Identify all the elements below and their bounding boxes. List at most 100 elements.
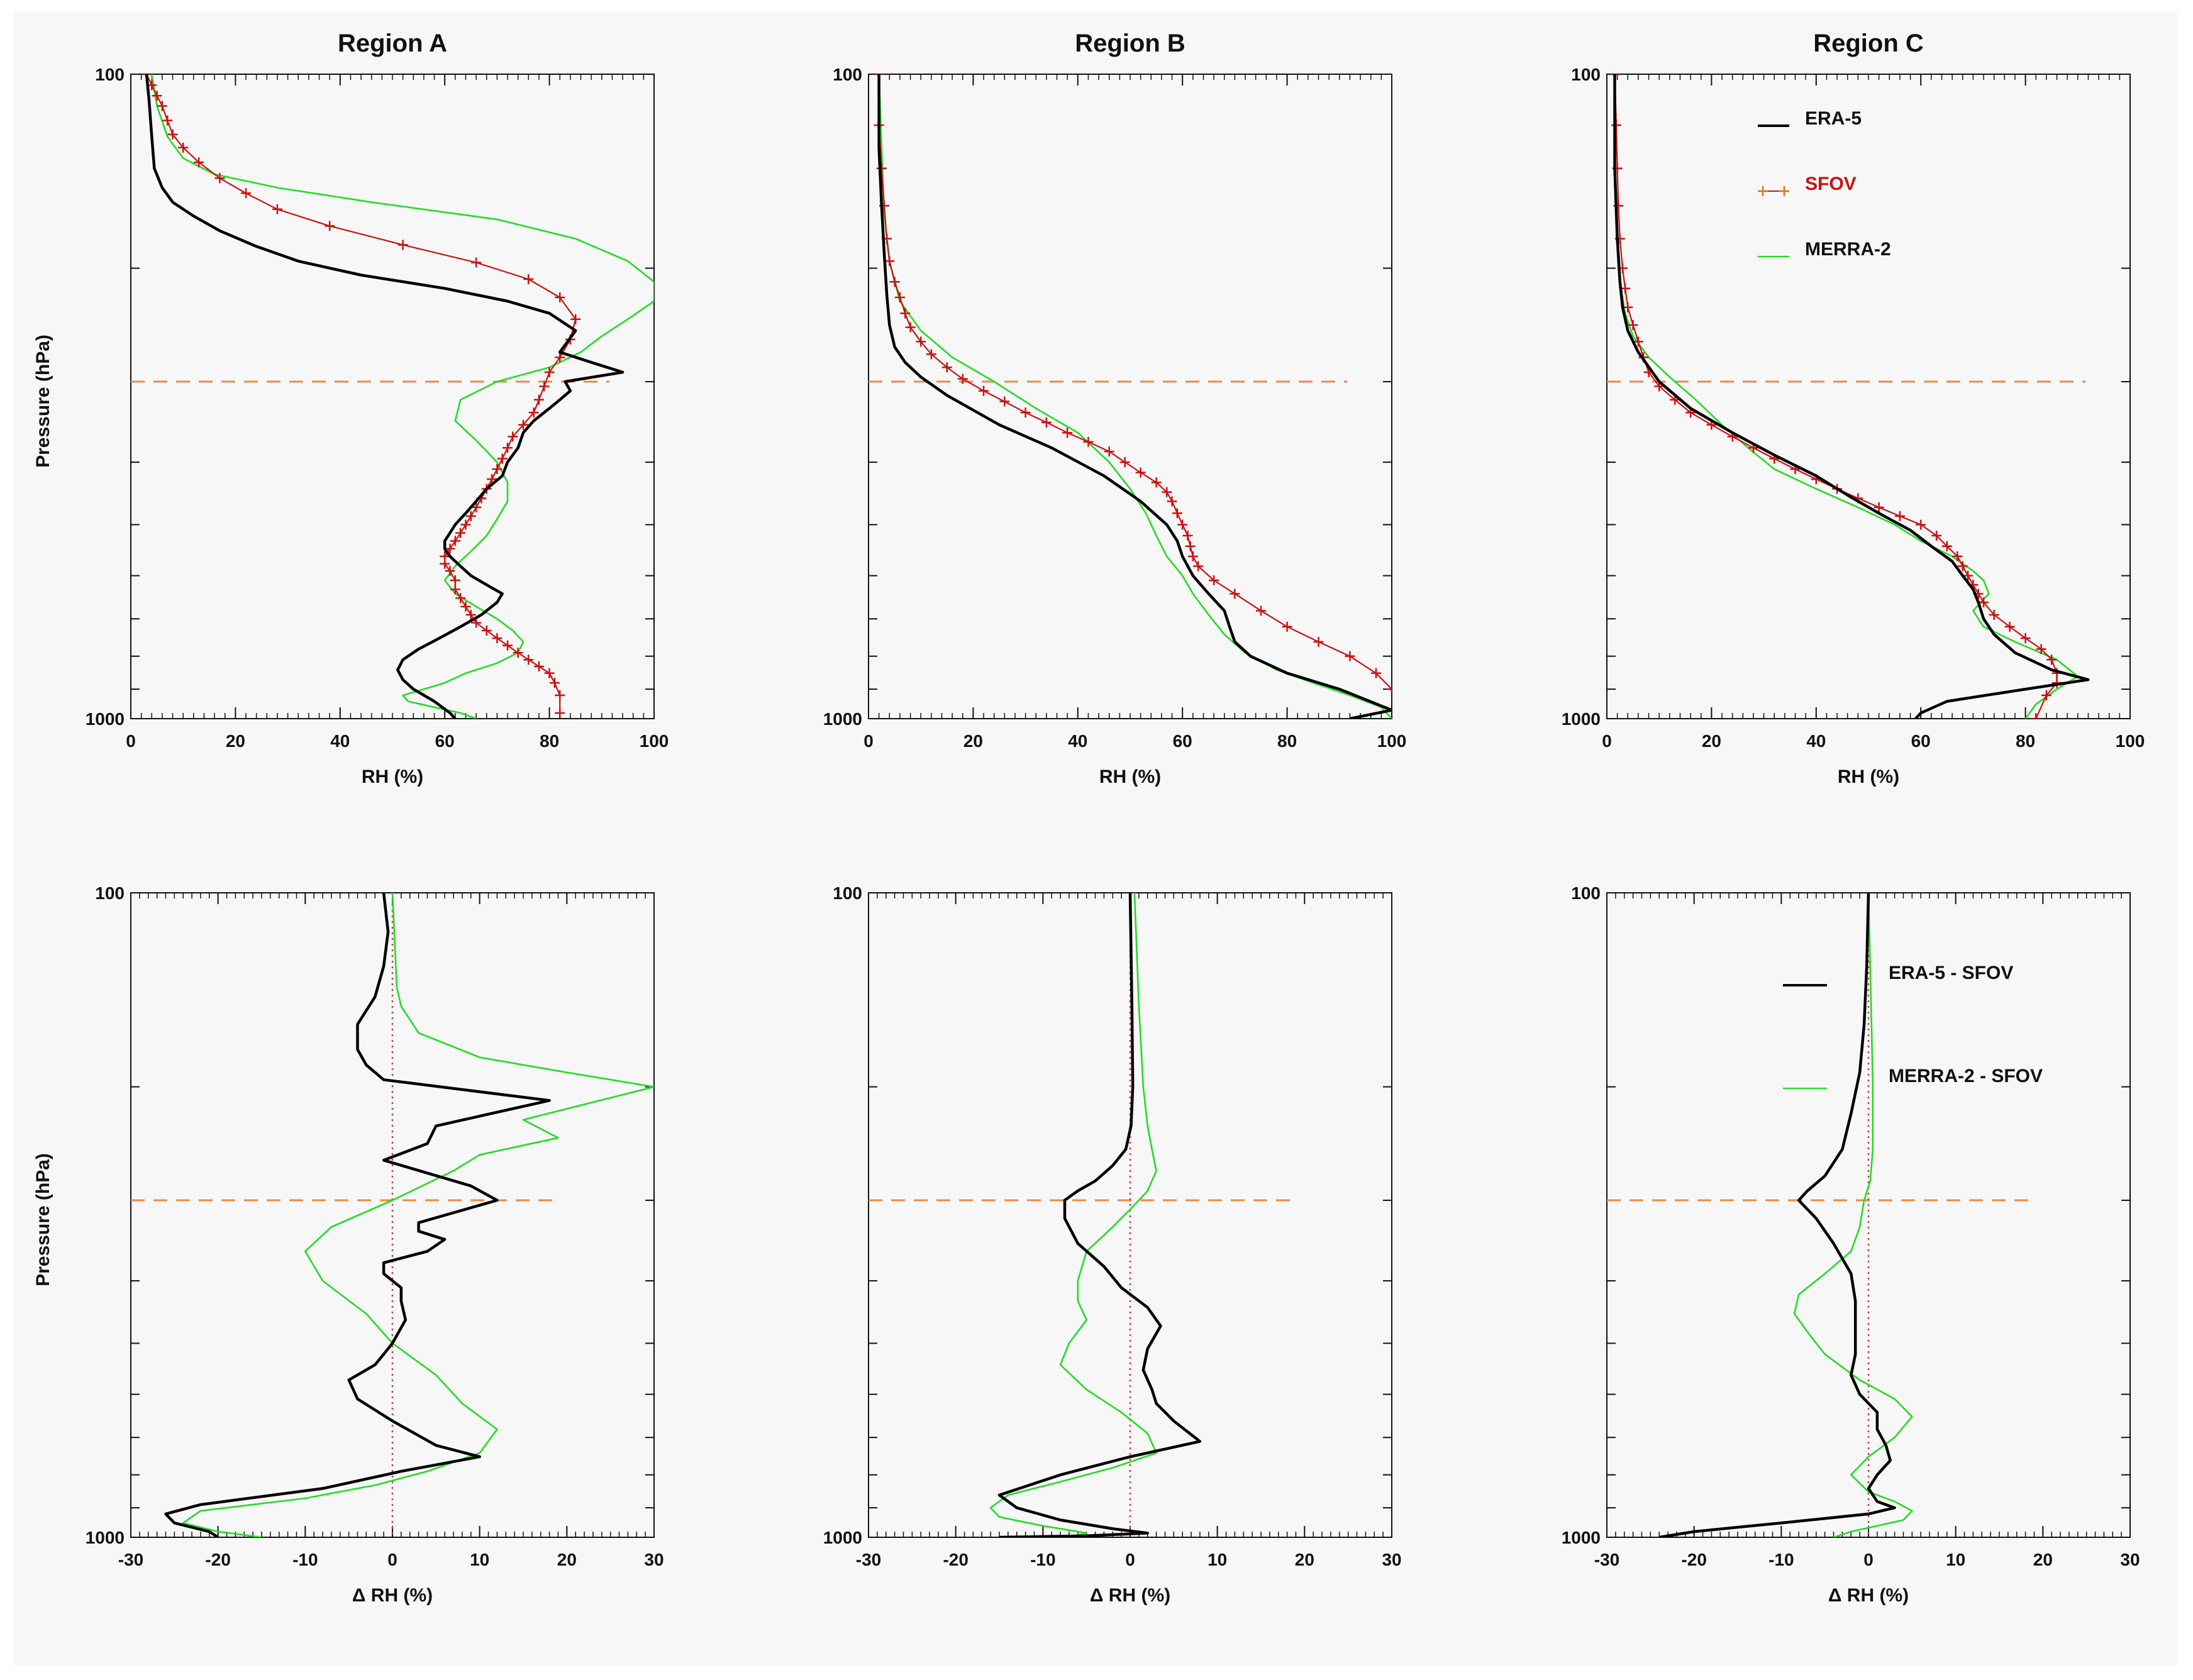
x-tick-label: -30: [118, 1550, 143, 1569]
series-era-5-sfov: [164, 893, 551, 1537]
x-axis-label: Δ RH (%): [1828, 1585, 1909, 1606]
x-tick-label: 10: [1946, 1550, 1965, 1569]
sfov-marker: [1623, 302, 1633, 312]
legend-label: ERA-5 - SFOV: [1889, 963, 2013, 983]
panel-a-rh: 0 20 40 60 80 100 100 1000 Region A RH (%) Pressur…: [33, 30, 669, 787]
sfov-marker: [460, 601, 471, 612]
legend-label: MERRA-2 - SFOV: [1889, 1066, 2043, 1086]
x-tick-label: 80: [540, 731, 559, 751]
sfov-marker: [397, 240, 408, 250]
sfov-marker: [523, 274, 534, 285]
panel-c-rh: 0 20 40 60 80 100 100 1000 Region C RH (%) ERA-5 SF…: [1562, 30, 2145, 787]
sfov-marker: [1256, 605, 1266, 616]
sfov-marker: [1135, 467, 1146, 478]
sfov-marker: [460, 519, 471, 530]
plot-frame: [868, 74, 1392, 719]
legend-label: MERRA-2: [1805, 239, 1891, 260]
sfov-marker: [497, 453, 508, 464]
x-tick-label: 0: [1863, 1550, 1874, 1569]
x-tick-label: -10: [292, 1550, 318, 1569]
y-tick-label: 100: [833, 883, 862, 903]
sfov-marker: [1187, 551, 1198, 561]
series-sfov: [146, 74, 577, 713]
sfov-marker: [162, 115, 173, 126]
sfov-marker: [465, 609, 476, 620]
y-tick-label: 100: [95, 883, 125, 903]
sfov-marker: [1104, 446, 1114, 457]
sfov-marker: [941, 362, 952, 373]
sfov-marker: [2041, 690, 2051, 700]
sfov-marker: [471, 617, 482, 628]
x-tick-label: 20: [963, 731, 983, 751]
y-axis-label: Pressure (hPa): [33, 334, 53, 468]
sfov-marker: [533, 394, 544, 405]
sfov-marker: [876, 163, 887, 174]
x-tick-label: 40: [1806, 731, 1826, 751]
sfov-marker: [1119, 457, 1130, 468]
x-tick-label: 30: [2120, 1550, 2140, 1569]
panel-title: Region A: [338, 30, 447, 57]
sfov-marker: [325, 221, 335, 231]
sfov-marker: [455, 528, 466, 538]
sfov-marker: [1209, 575, 1219, 585]
sfov-marker: [455, 593, 466, 604]
sfov-marker: [1963, 570, 1974, 581]
x-tick-label: 100: [1377, 731, 1407, 751]
legend: ERA-5 SFOV MERRA-2: [1758, 108, 1891, 260]
sfov-marker: [445, 566, 455, 577]
series-sfov: [878, 74, 1392, 690]
sfov-marker: [1633, 336, 1643, 347]
x-tick-label: 30: [1382, 1550, 1401, 1569]
sfov-marker: [979, 385, 989, 396]
sfov-marker: [1172, 508, 1182, 519]
plot-frame: [130, 74, 655, 719]
x-tick-label: 40: [1068, 731, 1087, 751]
x-tick-label: 30: [644, 1550, 663, 1569]
sfov-marker: [549, 678, 560, 688]
sfov-marker: [1628, 319, 1638, 330]
sfov-marker: [523, 655, 534, 665]
sfov-marker: [1162, 487, 1172, 497]
sfov-marker: [1957, 561, 1968, 572]
sfov-marker: [440, 558, 450, 569]
x-tick-label: 60: [435, 731, 455, 751]
panel-b-diff: -30 -20 -10 0 10 20 30 100 1000 Δ RH (%): [823, 883, 1402, 1606]
y-tick-label: 1000: [1562, 1528, 1601, 1547]
sfov-marker: [1041, 417, 1052, 428]
y-tick-label: 1000: [1562, 709, 1601, 729]
sfov-marker: [513, 648, 523, 658]
x-tick-label: 0: [863, 731, 874, 751]
sfov-marker: [481, 625, 492, 636]
x-tick-label: -30: [1594, 1550, 1619, 1569]
sfov-marker: [1151, 477, 1162, 488]
legend-label: SFOV: [1805, 174, 1857, 194]
sfov-marker: [1874, 502, 1884, 512]
sfov-marker: [555, 708, 565, 719]
sfov-marker: [2020, 633, 2031, 643]
sfov-marker: [2031, 714, 2041, 719]
legend-marker: [1758, 186, 1768, 196]
sfov-marker: [528, 407, 539, 418]
legend-marker: [1779, 186, 1789, 196]
series-era-5: [145, 74, 625, 719]
panel-b-rh: 0 20 40 60 80 100 100 1000 Region B RH (%): [823, 30, 1407, 787]
x-tick-label: 100: [640, 731, 669, 751]
sfov-marker: [518, 419, 528, 430]
sfov-marker: [450, 536, 460, 546]
x-tick-label: 0: [126, 731, 136, 751]
sfov-marker: [450, 584, 460, 595]
sfov-marker: [1062, 428, 1073, 438]
sfov-marker: [1611, 120, 1621, 131]
sfov-marker: [1182, 530, 1193, 541]
sfov-marker: [999, 396, 1010, 407]
sfov-marker: [533, 661, 544, 672]
sfov-marker: [894, 292, 905, 303]
sfov-marker: [555, 352, 565, 363]
sfov-marker: [1020, 407, 1031, 418]
sfov-marker: [916, 336, 926, 347]
sfov-marker: [905, 322, 916, 333]
sfov-marker: [1979, 597, 1989, 608]
sfov-marker: [471, 257, 482, 268]
y-tick-label: 100: [833, 65, 862, 84]
